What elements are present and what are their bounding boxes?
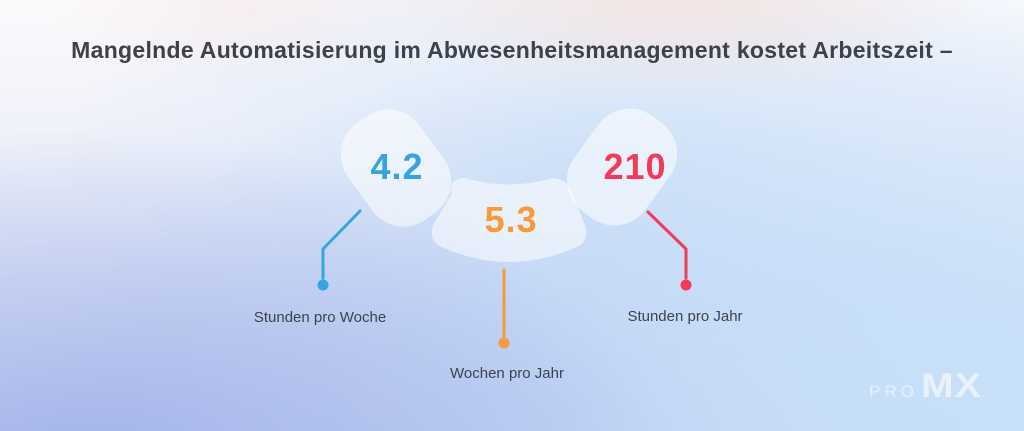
callout-lines (317, 209, 692, 349)
stat-label-stunden-pro-woche: Stunden pro Woche (253, 309, 387, 326)
leader-line-red (646, 210, 688, 280)
promx-logo-mx: MX (921, 367, 982, 405)
blob-middle (431, 178, 587, 262)
leader-dot-blue (317, 279, 329, 291)
promx-logo: pro MX (869, 369, 981, 403)
leader-line-blue (321, 209, 362, 280)
page-title: Mangelnde Automatisierung im Abwesenheit… (71, 37, 953, 63)
stat-label-stunden-pro-jahr: Stunden pro Jahr (627, 308, 743, 325)
blob-right (566, 108, 678, 226)
promx-logo-pro: pro (869, 382, 918, 401)
blob-left (340, 109, 452, 227)
stat-label-wochen-pro-jahr: Wochen pro Jahr (450, 365, 564, 382)
stat-value-stunden-pro-jahr: 210 (603, 146, 667, 187)
stat-blobs (340, 108, 678, 262)
stat-value-wochen-pro-jahr: 5.3 (484, 199, 538, 240)
leader-dot-red (680, 279, 692, 291)
leader-dot-orange (498, 337, 510, 349)
stat-value-stunden-pro-woche: 4.2 (370, 146, 424, 187)
